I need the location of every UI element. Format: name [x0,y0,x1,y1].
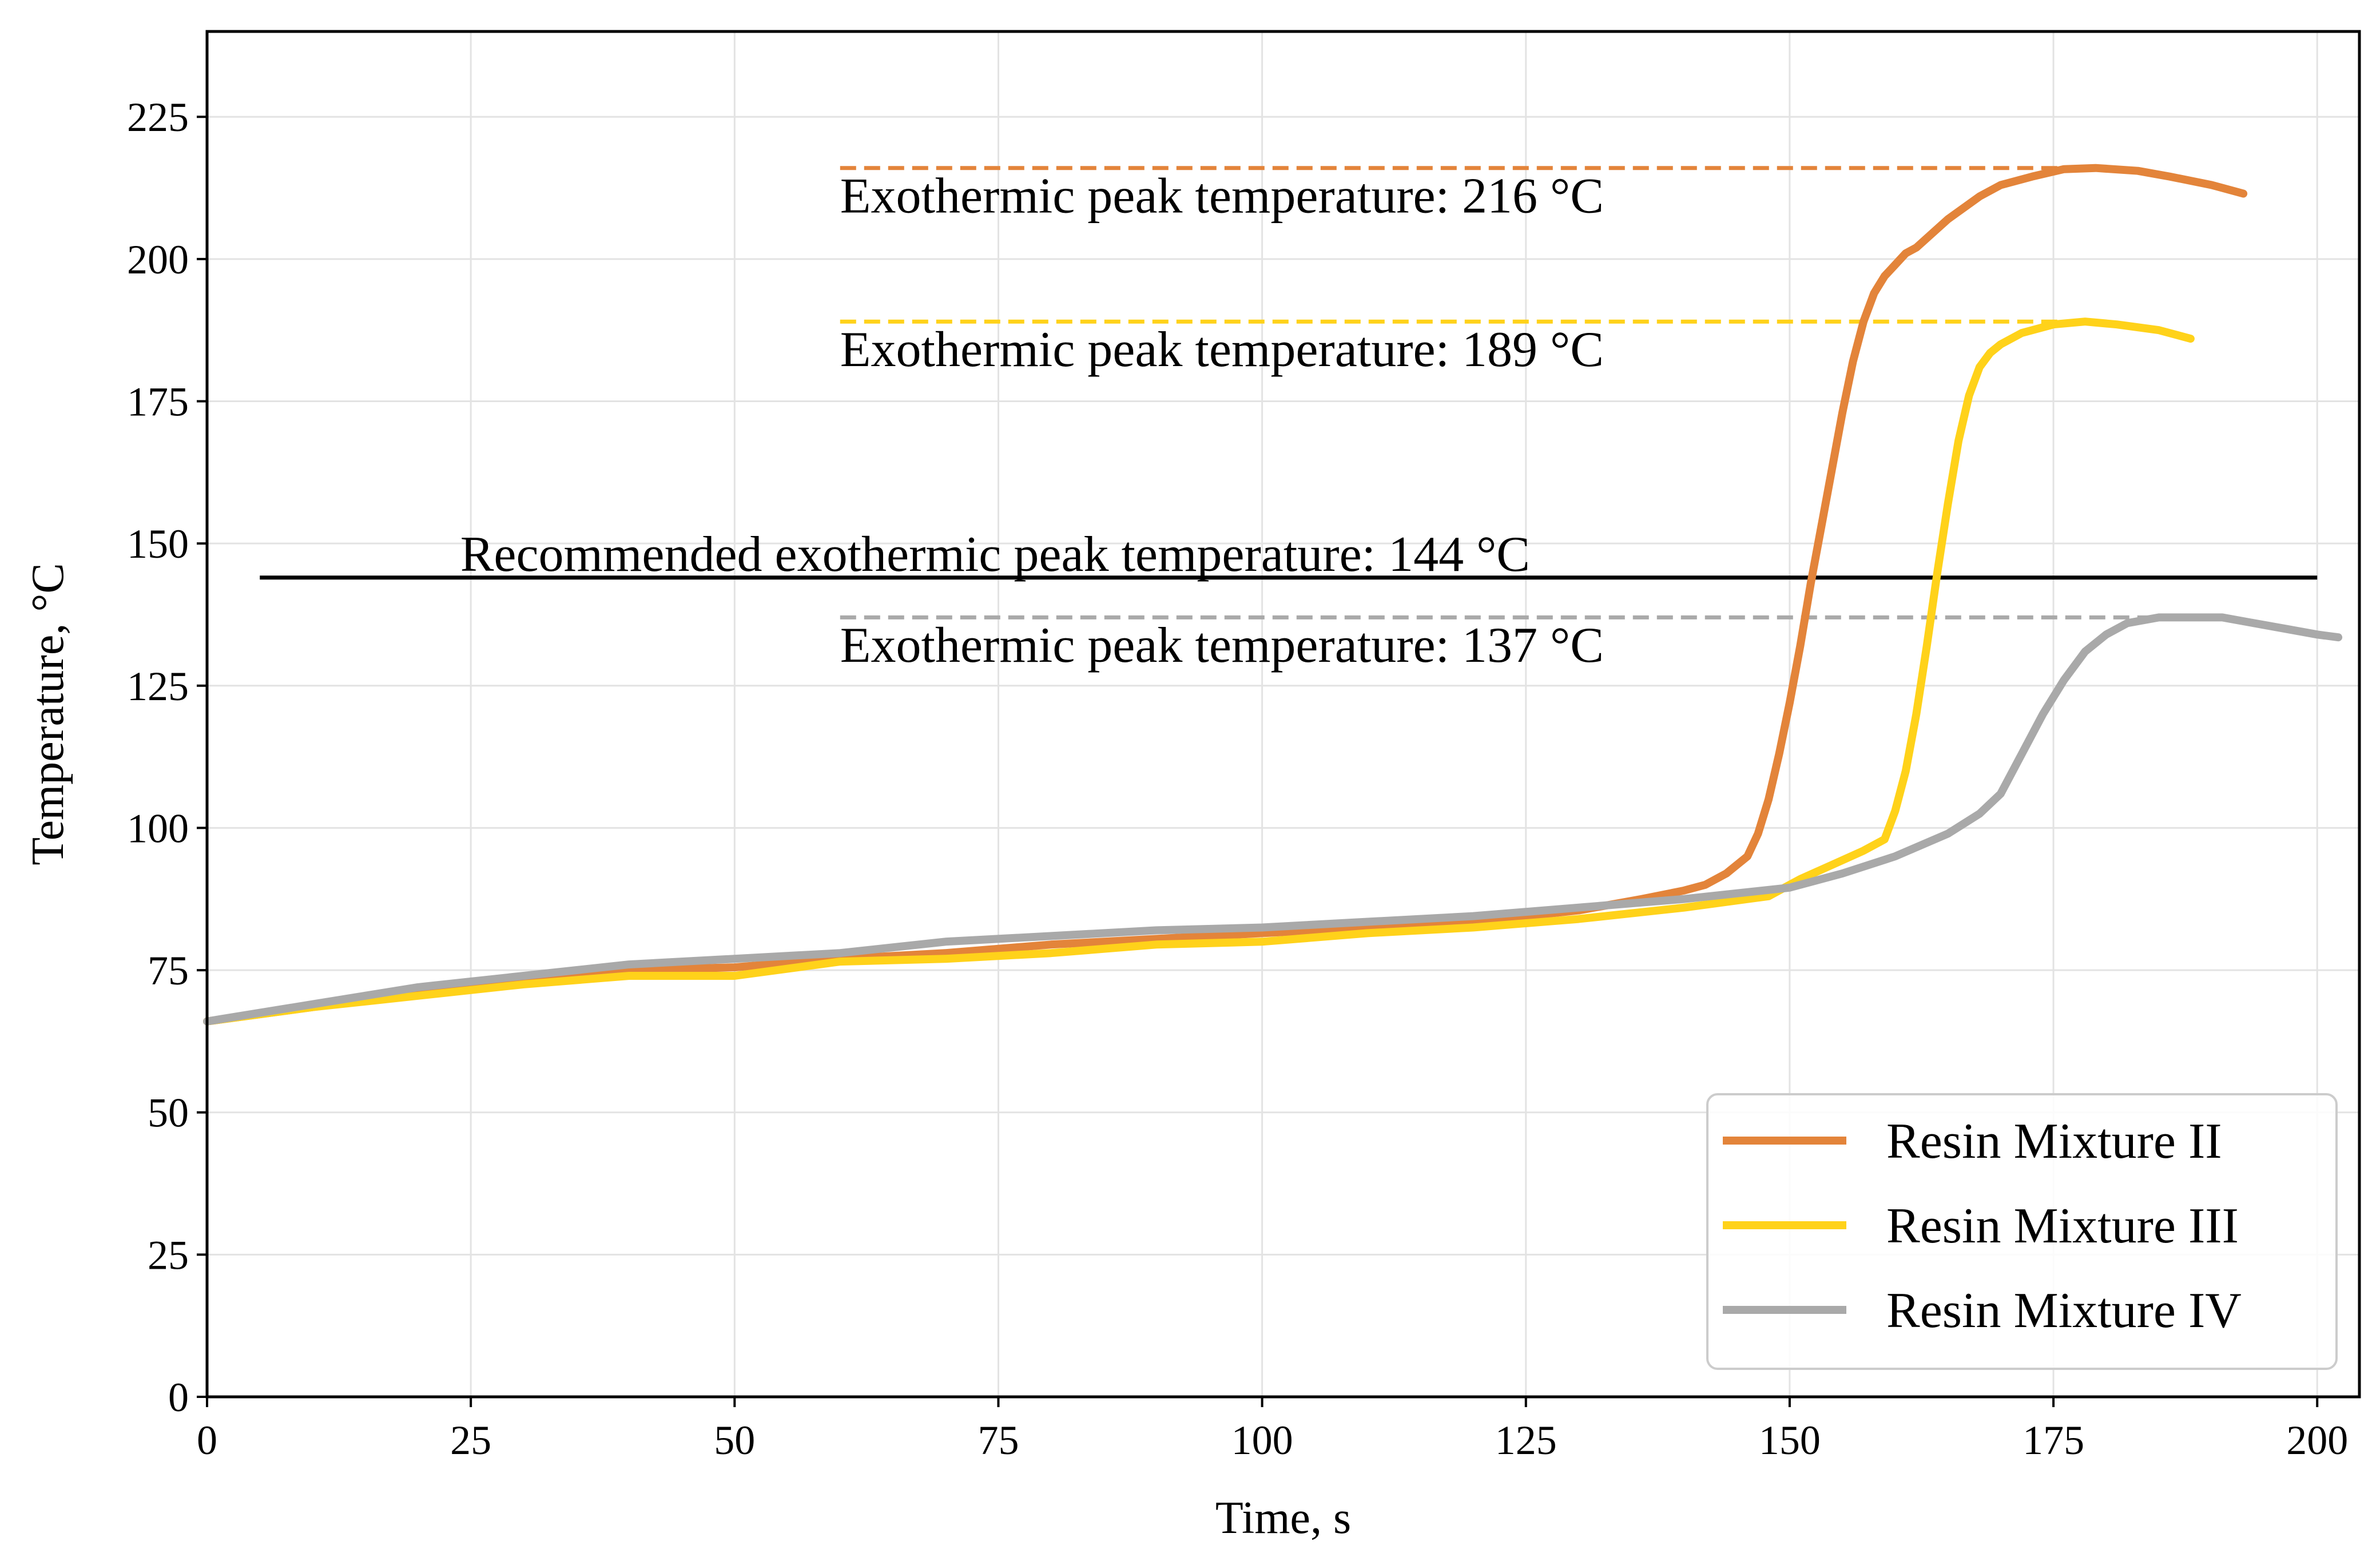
legend-box [1706,1093,2338,1370]
x-tick-label: 50 [714,1417,755,1463]
axis-ticks: 0 25 50 75 100 125 150 175 200 0 25 50 75 100 125 150 17… [127,94,2348,1463]
y-tick-label: 150 [127,521,189,567]
y-tick-label: 100 [127,805,189,851]
x-tick-label: 25 [450,1417,491,1463]
series-lines [203,164,2343,1026]
y-tick-label: 125 [127,664,189,709]
legend-entry-label: Resin Mixture IV [1886,1283,2242,1338]
x-tick-label: 150 [1759,1417,1821,1463]
x-tick-label: 100 [1231,1417,1293,1463]
y-axis-label: Temperature, °C [23,563,73,865]
x-tick-label: 0 [197,1417,217,1463]
legend-entry-label: Resin Mixture II [1886,1114,2222,1169]
x-tick-label: 200 [2286,1417,2348,1463]
y-tick-label: 175 [127,379,189,424]
x-tick-label: 75 [978,1417,1019,1463]
reference-line-label: Recommended exothermic peak temperature:… [460,527,1530,582]
reference-line-label: Exothermic peak temperature: 137 °C [840,618,1604,673]
y-tick-label: 0 [168,1375,189,1420]
x-tick-label: 175 [2023,1417,2084,1463]
annotations: Exothermic peak temperature: 216 °C Exoth… [460,168,1604,673]
y-tick-label: 25 [148,1232,189,1278]
reference-line-label: Exothermic peak temperature: 216 °C [840,168,1604,224]
x-tick-label: 125 [1495,1417,1557,1463]
y-tick-label: 225 [127,94,189,140]
series-line [203,613,2343,1026]
series-line [203,317,2195,1026]
legend: Resin Mixture II Resin Mixture III Resin M… [1706,1093,2338,1370]
y-tick-label: 200 [127,237,189,283]
y-tick-label: 75 [148,948,189,994]
reference-line-label: Exothermic peak temperature: 189 °C [840,322,1604,378]
plot-frame [205,30,2361,1399]
x-axis-label: Time, s [1215,1493,1351,1543]
legend-entry-label: Resin Mixture III [1886,1198,2239,1254]
y-tick-label: 50 [148,1090,189,1136]
series-line [203,164,2248,1026]
